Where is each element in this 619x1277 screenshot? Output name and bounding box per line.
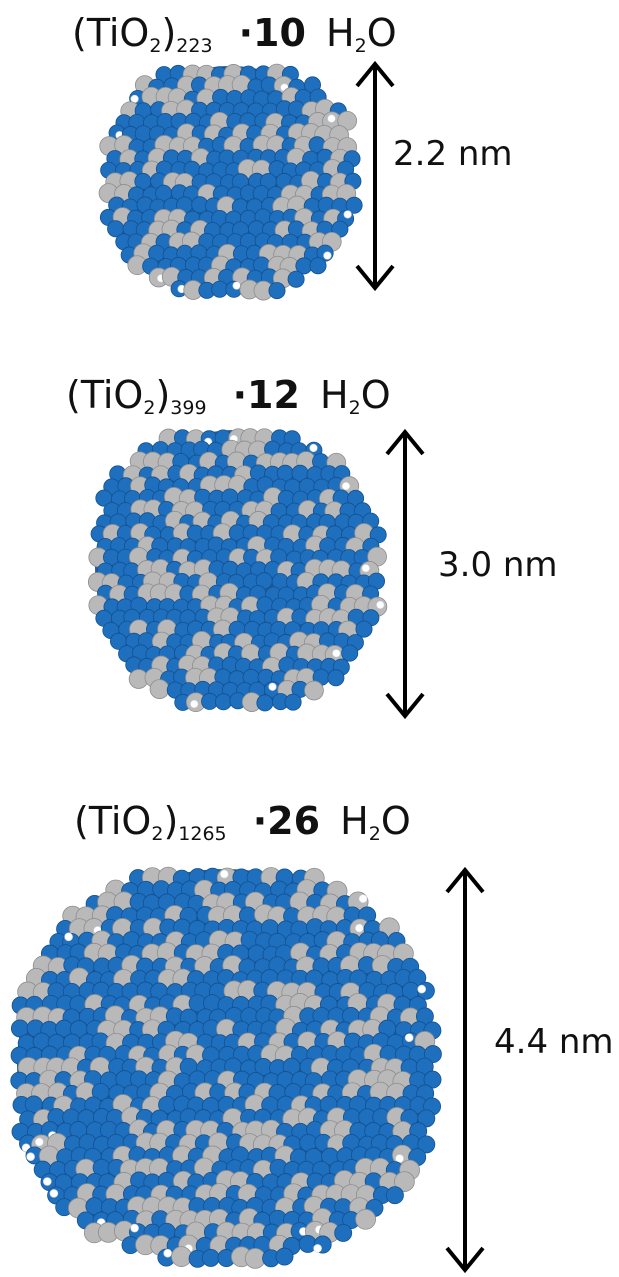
oxygen-atom	[423, 1070, 442, 1089]
oxygen-atom	[287, 270, 305, 288]
hydrogen-atom	[26, 1152, 35, 1161]
oxygen-atom	[201, 1248, 220, 1267]
hydrogen-atom	[163, 1248, 172, 1258]
size-label-2: 3.0 nm	[438, 545, 558, 585]
oxygen-atom	[268, 282, 286, 300]
oxygen-atom	[417, 1135, 436, 1154]
oxygen-atom	[284, 693, 302, 711]
hydrogen-atom	[395, 1154, 404, 1163]
hydrogen-atom	[268, 682, 277, 691]
hydrogen-atom	[361, 564, 370, 573]
titanium-atom	[171, 1246, 192, 1267]
oxygen-atom	[327, 669, 345, 687]
size-label-1: 2.2 nm	[393, 134, 513, 174]
size-arrow-3	[445, 866, 485, 1274]
hydrogen-atom	[220, 869, 229, 879]
hydrogen-atom	[332, 649, 341, 658]
hydrogen-atom	[190, 699, 199, 709]
hydrogen-atom	[343, 210, 352, 219]
titanium-atom	[304, 680, 324, 701]
hydrogen-atom	[327, 114, 336, 123]
size-label-3: 4.4 nm	[494, 1022, 614, 1062]
hydrogen-atom	[341, 482, 351, 491]
hydrogen-atom	[313, 1244, 322, 1253]
hydrogen-atom	[323, 251, 332, 260]
oxygen-atom	[275, 1247, 294, 1266]
oxygen-atom	[334, 1223, 353, 1242]
hydrogen-atom	[376, 600, 385, 609]
size-arrow-1	[355, 60, 395, 292]
oxygen-atom	[417, 1109, 436, 1128]
oxygen-atom	[309, 257, 327, 275]
size-arrow-2	[385, 428, 425, 720]
oxygen-atom	[423, 1045, 442, 1064]
hydrogen-atom	[35, 1137, 44, 1147]
formula-label-2: (TiO2)399 ·12 H2O	[66, 373, 391, 419]
formula-label-1: (TiO2)223 ·10 H2O	[72, 11, 397, 57]
hydrogen-atom	[404, 1033, 414, 1042]
oxygen-atom	[10, 1019, 29, 1038]
oxygen-atom	[345, 196, 363, 214]
oxygen-atom	[341, 644, 359, 662]
formula-label-3: (TiO2)1265 ·26 H2O	[74, 799, 411, 845]
hydrogen-atom	[355, 923, 364, 933]
hydrogen-atom	[43, 1177, 52, 1186]
titanium-atom	[394, 1171, 415, 1192]
hydrogen-atom	[130, 1223, 139, 1233]
oxygen-atom	[385, 1186, 404, 1205]
hydrogen-atom	[309, 443, 318, 453]
hydrogen-atom	[358, 894, 368, 903]
hydrogen-atom	[64, 932, 73, 942]
hydrogen-atom	[49, 1189, 59, 1198]
titanium-atom	[355, 1208, 376, 1230]
hydrogen-atom	[417, 984, 426, 994]
oxygen-atom	[355, 620, 373, 638]
